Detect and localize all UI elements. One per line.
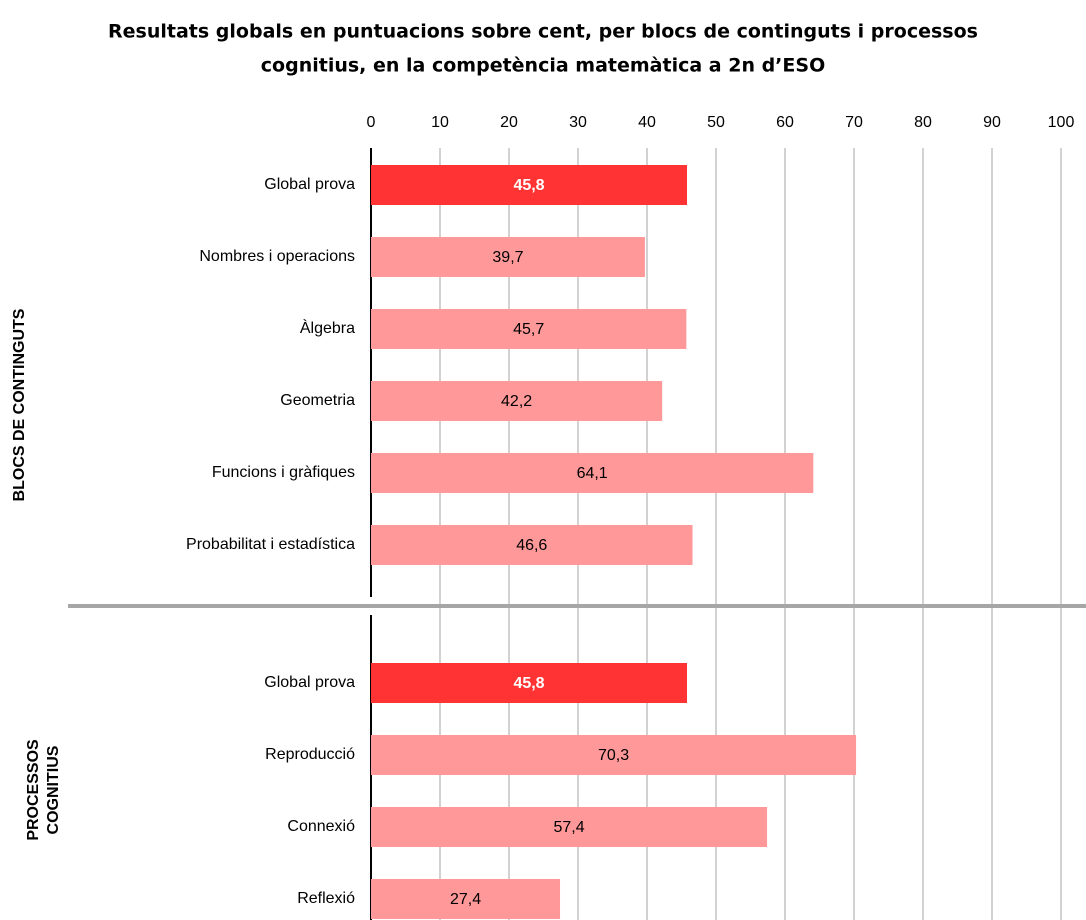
value-label: 57,4 xyxy=(553,819,584,836)
bar xyxy=(371,735,857,775)
value-label: 45,8 xyxy=(513,177,544,194)
value-label: 45,7 xyxy=(513,321,544,338)
bar xyxy=(371,807,768,847)
y-tick-label: Funcions i gràfiques xyxy=(212,464,355,481)
y-tick-label: Connexió xyxy=(287,818,355,835)
x-tick-label: 10 xyxy=(431,114,449,131)
x-tick-label: 100 xyxy=(1048,114,1075,131)
bar xyxy=(371,237,645,277)
value-label: 42,2 xyxy=(501,393,532,410)
group-label: PROCESSOS xyxy=(25,739,42,841)
bar xyxy=(371,309,687,349)
bar xyxy=(371,663,688,703)
y-tick-label: Probabilitat i estadística xyxy=(186,536,355,553)
y-tick-label: Reproducció xyxy=(265,746,355,763)
group-label: BLOCS DE CONTINGUTS xyxy=(11,308,28,501)
x-tick-label: 80 xyxy=(914,114,932,131)
x-tick-label: 0 xyxy=(367,114,376,131)
value-label: 70,3 xyxy=(598,747,629,764)
x-tick-label: 70 xyxy=(845,114,863,131)
chart-title: Resultats globals en puntuacions sobre c… xyxy=(108,21,978,43)
x-tick-label: 30 xyxy=(569,114,587,131)
value-label: 64,1 xyxy=(577,465,608,482)
value-label: 27,4 xyxy=(450,891,481,908)
x-tick-label: 90 xyxy=(983,114,1001,131)
x-tick-label: 40 xyxy=(638,114,656,131)
y-tick-label: Reflexió xyxy=(297,890,355,907)
bar xyxy=(371,381,663,421)
chart-title: cognitius, en la competència matemàtica … xyxy=(261,55,825,77)
bar xyxy=(371,453,814,493)
value-label: 45,8 xyxy=(513,675,544,692)
value-label: 46,6 xyxy=(516,537,547,554)
y-tick-label: Geometria xyxy=(280,392,355,409)
bar xyxy=(371,165,688,205)
x-tick-label: 50 xyxy=(707,114,725,131)
y-tick-label: Global prova xyxy=(264,674,355,691)
bar xyxy=(371,525,693,565)
y-tick-label: Nombres i operacions xyxy=(199,248,355,265)
group-label: COGNITIUS xyxy=(45,745,62,834)
value-label: 39,7 xyxy=(492,249,523,266)
x-tick-label: 20 xyxy=(500,114,518,131)
y-tick-label: Global prova xyxy=(264,176,355,193)
bar xyxy=(371,879,561,919)
y-tick-label: Àlgebra xyxy=(300,318,355,337)
x-tick-label: 60 xyxy=(776,114,794,131)
